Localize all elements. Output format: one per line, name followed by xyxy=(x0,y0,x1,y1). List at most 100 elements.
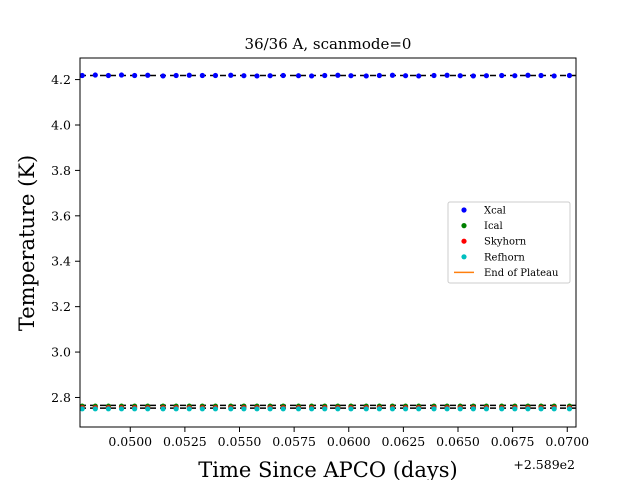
point-xcal-31 xyxy=(499,72,505,79)
x-tick-label: 0.0600 xyxy=(327,434,371,449)
point-xcal-8 xyxy=(186,72,192,78)
point-xcal-13 xyxy=(254,73,260,79)
point-xcal-12 xyxy=(241,73,247,79)
point-xcal-26 xyxy=(431,72,437,79)
point-xcal-30 xyxy=(483,73,490,79)
point-refhorn-4 xyxy=(132,406,138,412)
legend-entry-skyhorn: Skyhorn xyxy=(461,237,527,248)
point-refhorn-8 xyxy=(186,406,192,412)
x-tick-label: 0.0675 xyxy=(491,434,535,449)
legend-box xyxy=(447,201,571,284)
point-xcal-0 xyxy=(79,72,85,79)
chart-title: 36/36 A, scanmode=0 xyxy=(245,35,412,53)
point-xcal-35 xyxy=(551,73,557,79)
point-refhorn-2 xyxy=(105,406,112,412)
x-axis-label: Time Since APCO (days) xyxy=(198,458,457,480)
point-refhorn-30 xyxy=(483,406,490,412)
legend-label: Ical xyxy=(484,221,503,232)
legend-entry-end-of-plateau: End of Plateau xyxy=(454,268,559,279)
legend: Xcal Ical Skyhorn Refhorn End of Plateau xyxy=(447,201,571,284)
point-refhorn-6 xyxy=(160,406,166,412)
point-refhorn-25 xyxy=(416,406,422,412)
point-refhorn-31 xyxy=(499,406,505,412)
point-xcal-21 xyxy=(363,73,369,79)
legend-label: Skyhorn xyxy=(484,237,527,248)
x-tick-label: 0.0650 xyxy=(436,434,480,449)
point-xcal-1 xyxy=(92,72,98,78)
point-refhorn-28 xyxy=(457,406,463,412)
legend-items: Xcal Ical Skyhorn Refhorn End of Plateau xyxy=(454,206,559,279)
y-tick-label: 3.2 xyxy=(51,299,71,314)
point-refhorn-9 xyxy=(199,406,205,412)
point-refhorn-12 xyxy=(241,406,247,412)
point-xcal-29 xyxy=(470,73,476,79)
legend-label: Refhorn xyxy=(484,252,525,263)
point-xcal-9 xyxy=(199,72,205,79)
point-refhorn-19 xyxy=(335,406,341,412)
point-refhorn-7 xyxy=(173,406,179,412)
legend-entry-xcal: Xcal xyxy=(461,206,506,217)
x-tick-label: 0.0625 xyxy=(382,434,426,449)
point-xcal-23 xyxy=(389,72,396,78)
legend-entry-refhorn: Refhorn xyxy=(461,252,525,263)
point-xcal-16 xyxy=(295,73,302,79)
legend-swatch xyxy=(461,207,467,213)
point-xcal-20 xyxy=(348,73,354,79)
point-refhorn-23 xyxy=(389,406,396,412)
point-refhorn-33 xyxy=(525,406,531,412)
point-refhorn-34 xyxy=(538,406,544,412)
point-xcal-17 xyxy=(309,73,315,79)
point-refhorn-24 xyxy=(402,406,409,412)
series-xcal xyxy=(79,72,573,79)
point-xcal-34 xyxy=(538,72,544,79)
y-axis-ticks: 2.8 3.0 3.2 3.4 3.6 3.8 4.0 4.2 xyxy=(51,72,80,405)
y-tick-label: 2.8 xyxy=(51,390,71,405)
point-xcal-33 xyxy=(525,72,531,78)
point-refhorn-15 xyxy=(280,406,286,412)
x-axis-ticks: 0.0500 0.0525 0.0550 0.0575 0.0600 0.0625 0.06… xyxy=(108,427,589,449)
point-xcal-14 xyxy=(267,73,273,79)
point-refhorn-36 xyxy=(566,406,573,412)
point-refhorn-26 xyxy=(431,406,437,412)
point-refhorn-13 xyxy=(254,406,260,412)
y-axis-label: Temperature (K) xyxy=(15,155,39,331)
point-xcal-36 xyxy=(566,72,573,79)
y-tick-label: 3.0 xyxy=(51,345,71,360)
legend-swatch xyxy=(461,223,467,229)
point-xcal-7 xyxy=(173,72,179,79)
point-refhorn-10 xyxy=(212,406,219,412)
point-xcal-32 xyxy=(512,73,518,79)
point-xcal-4 xyxy=(132,72,138,79)
point-xcal-24 xyxy=(402,73,409,79)
series-refhorn xyxy=(79,406,573,412)
point-xcal-2 xyxy=(105,72,112,79)
point-refhorn-1 xyxy=(92,406,98,412)
y-tick-label: 4.2 xyxy=(51,72,71,87)
point-refhorn-21 xyxy=(363,406,369,412)
point-refhorn-18 xyxy=(322,406,328,412)
legend-swatch xyxy=(461,238,467,244)
point-xcal-18 xyxy=(322,72,328,79)
point-refhorn-16 xyxy=(295,406,302,412)
point-xcal-15 xyxy=(280,72,286,79)
point-refhorn-20 xyxy=(348,406,354,412)
y-tick-label: 3.4 xyxy=(51,254,71,269)
point-xcal-11 xyxy=(228,72,234,78)
point-refhorn-11 xyxy=(228,406,234,412)
point-refhorn-32 xyxy=(512,406,518,412)
point-xcal-28 xyxy=(457,73,463,79)
y-tick-label: 3.6 xyxy=(51,208,71,223)
point-refhorn-3 xyxy=(118,406,125,412)
y-tick-label: 3.8 xyxy=(51,163,71,178)
x-tick-label: 0.0700 xyxy=(545,434,589,449)
point-refhorn-5 xyxy=(145,406,151,412)
point-refhorn-35 xyxy=(551,406,557,412)
x-tick-label: 0.0525 xyxy=(163,434,207,449)
data-points xyxy=(79,72,573,412)
x-tick-label: 0.0550 xyxy=(218,434,262,449)
legend-swatch xyxy=(461,254,467,260)
point-xcal-6 xyxy=(160,73,166,79)
point-refhorn-17 xyxy=(309,406,315,412)
legend-entry-ical: Ical xyxy=(461,221,503,232)
